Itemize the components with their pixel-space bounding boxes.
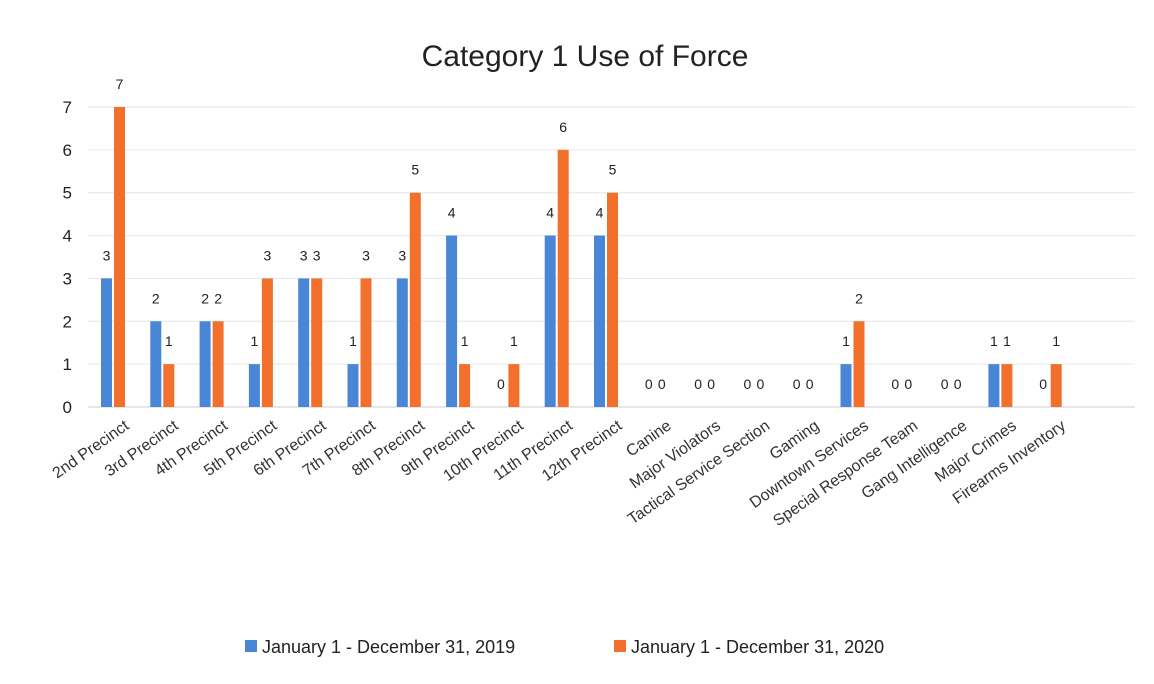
- data-label: 2: [152, 290, 160, 306]
- data-label: 7: [116, 76, 124, 92]
- data-label: 0: [1039, 376, 1047, 392]
- data-label: 3: [103, 247, 111, 263]
- bar-2019: [988, 364, 1000, 407]
- bar-2019: [150, 321, 162, 407]
- data-label: 1: [990, 333, 998, 349]
- chart-title: Category 1 Use of Force: [422, 40, 749, 73]
- data-label: 0: [793, 376, 801, 392]
- data-label: 0: [707, 376, 715, 392]
- bar-2020: [853, 321, 865, 407]
- bar-2019: [396, 278, 408, 407]
- bar-2020: [360, 278, 372, 407]
- legend-label-2019: January 1 - December 31, 2019: [262, 637, 515, 657]
- bar-2019: [840, 364, 852, 407]
- data-label: 3: [300, 247, 308, 263]
- data-label: 0: [497, 376, 505, 392]
- data-label: 0: [941, 376, 949, 392]
- bar-2020: [557, 149, 569, 407]
- y-tick-label: 4: [63, 227, 72, 246]
- bar-2019: [446, 235, 458, 407]
- bar-2019: [248, 364, 260, 407]
- y-tick-label: 7: [63, 98, 72, 117]
- data-label: 3: [398, 247, 406, 263]
- data-label: 1: [349, 333, 357, 349]
- bar-2020: [409, 192, 421, 407]
- y-tick-label: 0: [63, 398, 72, 417]
- bar-2020: [1001, 364, 1013, 407]
- legend: January 1 - December 31, 2019 January 1 …: [245, 637, 884, 657]
- data-label: 0: [806, 376, 814, 392]
- bar-2019: [347, 364, 359, 407]
- data-label: 5: [609, 162, 617, 178]
- data-label: 0: [904, 376, 912, 392]
- data-label: 2: [214, 290, 222, 306]
- y-axis: 0 1 2 3 4 5 6 7: [63, 98, 72, 417]
- data-label: 1: [165, 333, 173, 349]
- bar-2019: [544, 235, 556, 407]
- data-label: 3: [264, 247, 272, 263]
- bar-2020: [459, 364, 471, 407]
- data-label: 0: [891, 376, 899, 392]
- data-label: 0: [954, 376, 962, 392]
- data-label: 1: [510, 333, 518, 349]
- data-label: 3: [362, 247, 370, 263]
- bar-2020: [212, 321, 224, 407]
- data-label: 0: [645, 376, 653, 392]
- data-label: 3: [313, 247, 321, 263]
- data-label: 1: [842, 333, 850, 349]
- bar-2019: [298, 278, 310, 407]
- y-tick-label: 2: [63, 312, 72, 331]
- legend-label-2020: January 1 - December 31, 2020: [631, 637, 884, 657]
- legend-swatch-2020: [614, 640, 626, 652]
- data-label: 2: [855, 290, 863, 306]
- bar-2019: [594, 235, 605, 407]
- data-label: 0: [694, 376, 702, 392]
- bar-2020: [508, 364, 520, 407]
- bar-2020: [261, 278, 273, 407]
- y-tick-label: 5: [63, 184, 72, 203]
- data-label: 0: [744, 376, 752, 392]
- data-label: 4: [596, 205, 604, 221]
- bar-2020: [163, 364, 175, 407]
- bars: [101, 107, 1062, 407]
- data-label: 2: [201, 290, 209, 306]
- data-label: 1: [1052, 333, 1060, 349]
- data-label: 1: [461, 333, 469, 349]
- data-label: 4: [448, 205, 456, 221]
- data-label: 0: [658, 376, 666, 392]
- bar-2020: [114, 107, 125, 407]
- bar-2019: [101, 278, 112, 407]
- data-label: 1: [1003, 333, 1011, 349]
- data-label: 6: [559, 119, 567, 135]
- data-label: 0: [757, 376, 765, 392]
- y-tick-label: 1: [63, 355, 72, 374]
- bar-2020: [311, 278, 323, 407]
- data-label: 1: [251, 333, 259, 349]
- data-label: 4: [546, 205, 554, 221]
- data-label: 5: [411, 162, 419, 178]
- y-tick-label: 6: [63, 141, 72, 160]
- legend-swatch-2019: [245, 640, 257, 652]
- bar-2020: [607, 192, 618, 407]
- bar-2020: [1050, 364, 1062, 407]
- y-tick-label: 3: [63, 269, 72, 288]
- bar-2019: [199, 321, 211, 407]
